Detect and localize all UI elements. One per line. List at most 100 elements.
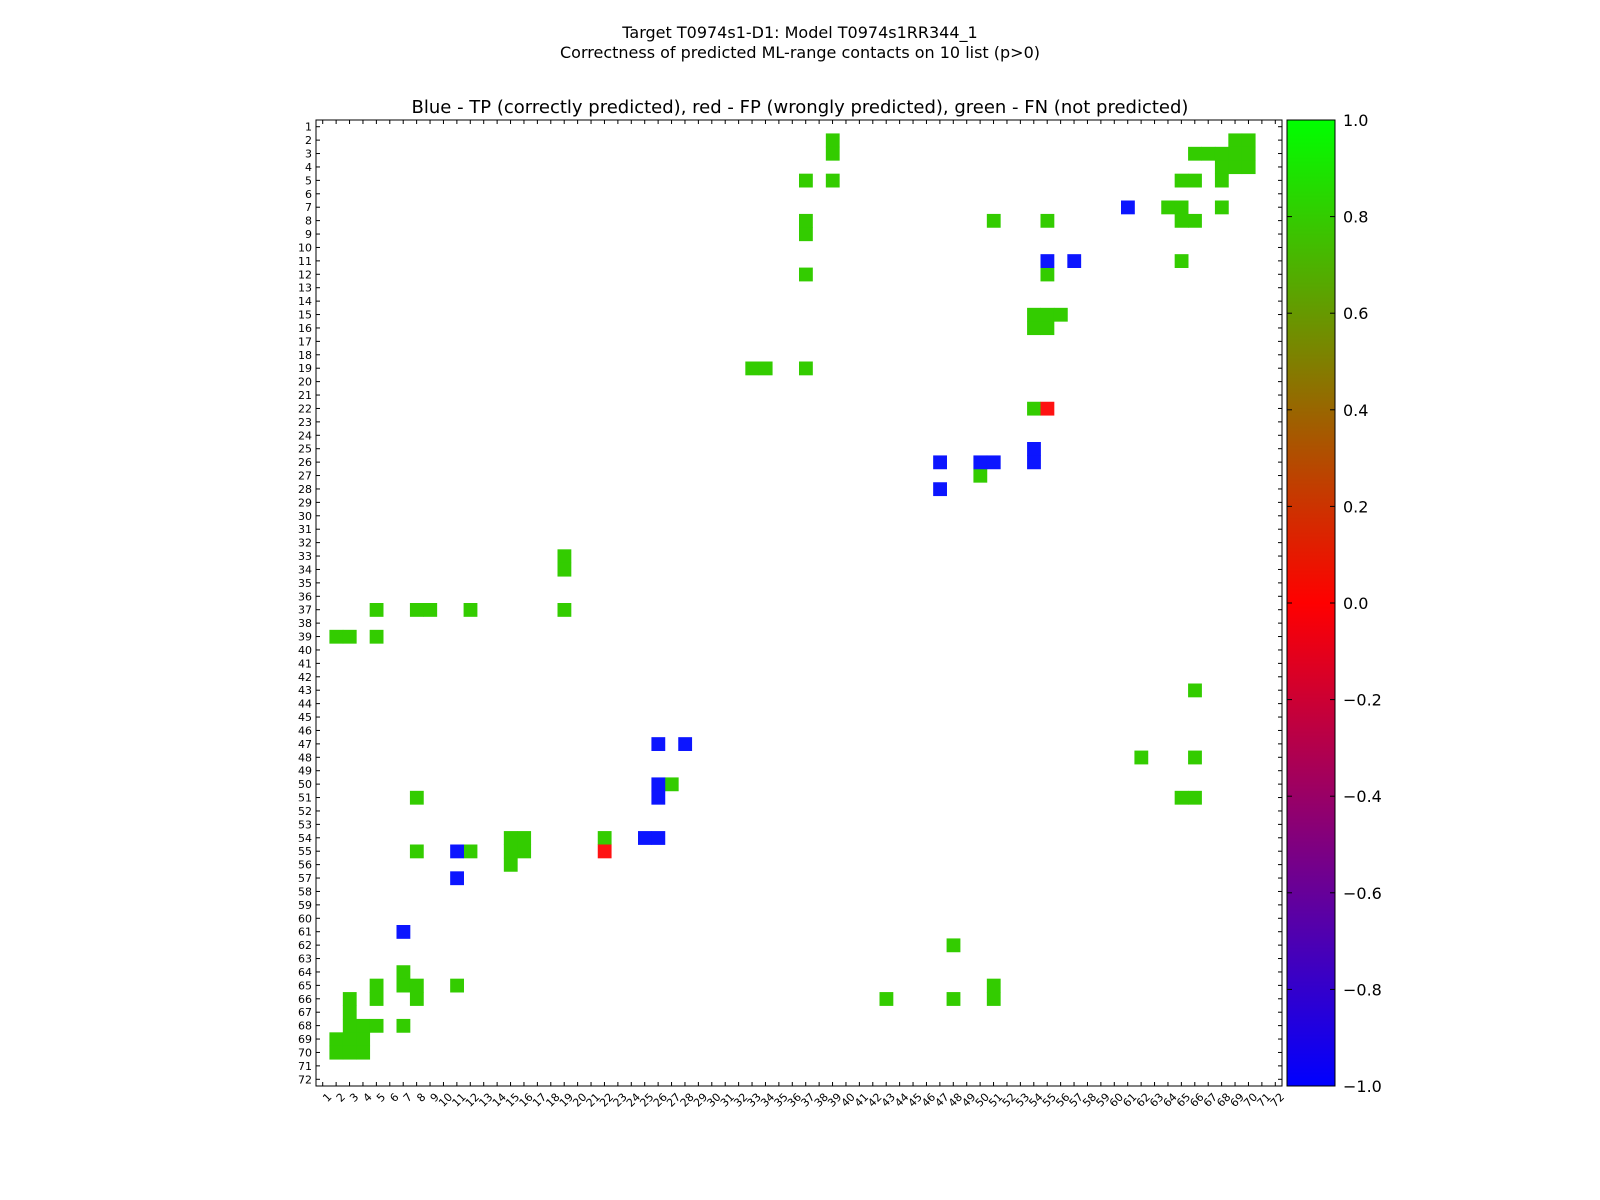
fn-cell	[1027, 401, 1041, 416]
x-tick-label: 4	[361, 1091, 375, 1105]
y-tick-label: 66	[298, 993, 312, 1006]
tp-cell	[651, 737, 666, 751]
y-tick-label: 5	[305, 174, 312, 187]
colorbar-tick-label: −0.6	[1343, 884, 1382, 903]
fn-cell	[1188, 213, 1202, 228]
fn-cell	[1214, 160, 1229, 175]
y-tick-label: 19	[298, 362, 312, 375]
y-tick-label: 68	[298, 1020, 312, 1033]
y-tick-label: 31	[298, 523, 312, 536]
fn-cell	[879, 992, 894, 1006]
fn-cell	[1188, 750, 1202, 765]
y-tick-label: 44	[298, 698, 312, 711]
y-tick-label: 41	[298, 657, 312, 670]
y-axis: 1234567891011121314151617181920212223242…	[298, 121, 1282, 1086]
x-tick-label: 8	[414, 1091, 428, 1105]
fn-cell	[557, 603, 572, 617]
colorbar-tick-label: −0.2	[1343, 691, 1382, 710]
tp-cell	[450, 871, 464, 886]
tp-cell	[933, 455, 947, 470]
fn-cell	[450, 978, 464, 993]
y-tick-label: 27	[298, 470, 312, 483]
y-tick-label: 11	[298, 255, 312, 268]
fn-cell	[517, 831, 532, 845]
tp-cell	[1040, 254, 1055, 268]
fn-cell	[1188, 790, 1202, 805]
fn-cell	[799, 227, 813, 242]
y-tick-label: 2	[305, 134, 312, 147]
colorbar-tick-label: 0.4	[1343, 401, 1368, 420]
fn-cell	[356, 1032, 371, 1047]
fn-cell	[463, 603, 478, 617]
y-tick-label: 33	[298, 550, 312, 563]
figure-title-line-2: Correctness of predicted ML-range contac…	[559, 43, 1041, 62]
fn-cell	[409, 844, 424, 859]
y-tick-label: 48	[298, 751, 312, 764]
y-tick-label: 62	[298, 939, 312, 952]
fn-cell	[946, 992, 961, 1006]
y-tick-label: 12	[298, 268, 312, 281]
y-tick-label: 30	[298, 510, 312, 523]
fn-cell	[1241, 146, 1256, 161]
fn-cell	[396, 965, 411, 980]
y-tick-label: 20	[298, 376, 312, 389]
y-tick-label: 60	[298, 912, 312, 925]
y-tick-label: 17	[298, 335, 312, 348]
y-tick-label: 63	[298, 953, 312, 966]
tp-cell	[986, 455, 1001, 470]
y-tick-label: 10	[298, 241, 312, 254]
y-tick-label: 7	[305, 201, 312, 214]
fn-cell	[396, 1018, 411, 1033]
fn-cell	[356, 1045, 371, 1060]
y-tick-label: 49	[298, 765, 312, 778]
y-tick-label: 18	[298, 349, 312, 362]
tp-cell	[651, 777, 666, 792]
tp-cell	[1027, 455, 1041, 470]
y-tick-label: 61	[298, 926, 312, 939]
tp-cell	[973, 455, 988, 470]
fn-cell	[369, 1018, 384, 1033]
y-tick-label: 35	[298, 577, 312, 590]
fn-cell	[329, 629, 344, 644]
fn-cell	[758, 361, 773, 376]
fn-cell	[1040, 321, 1055, 336]
y-tick-label: 42	[298, 671, 312, 684]
fn-cell	[409, 603, 424, 617]
fn-cell	[825, 133, 840, 148]
y-tick-label: 28	[298, 483, 312, 496]
fn-cell	[557, 562, 572, 577]
y-tick-label: 70	[298, 1046, 312, 1059]
fn-cell	[1134, 750, 1149, 765]
fn-cell	[1188, 683, 1202, 698]
y-tick-label: 13	[298, 282, 312, 295]
fn-cell	[799, 173, 813, 188]
fn-cell	[342, 992, 357, 1006]
fn-cell	[369, 603, 384, 617]
y-tick-label: 37	[298, 604, 312, 617]
fn-cell	[1214, 200, 1229, 215]
fn-cell	[1027, 321, 1041, 336]
y-tick-label: 3	[305, 148, 312, 161]
x-tick-label: 1	[320, 1091, 334, 1105]
y-tick-label: 8	[305, 215, 312, 228]
fn-cell	[1214, 173, 1229, 188]
fn-cell	[1040, 307, 1055, 322]
tp-cell	[933, 482, 947, 497]
fn-cell	[986, 992, 1001, 1006]
y-tick-label: 6	[305, 188, 312, 201]
fn-cell	[463, 844, 478, 859]
fn-cell	[1040, 213, 1055, 228]
y-tick-label: 21	[298, 389, 312, 402]
x-tick-label: 6	[387, 1091, 401, 1105]
y-tick-label: 51	[298, 792, 312, 805]
fp-cell	[597, 844, 612, 859]
y-tick-label: 40	[298, 644, 312, 657]
tp-cell	[651, 831, 666, 845]
y-tick-label: 25	[298, 443, 312, 456]
fn-cell	[503, 857, 518, 872]
fn-cell	[396, 978, 411, 993]
fn-cell	[503, 831, 518, 845]
fn-cell	[423, 603, 438, 617]
colorbar-bar	[1286, 119, 1336, 1087]
y-tick-label: 56	[298, 859, 312, 872]
